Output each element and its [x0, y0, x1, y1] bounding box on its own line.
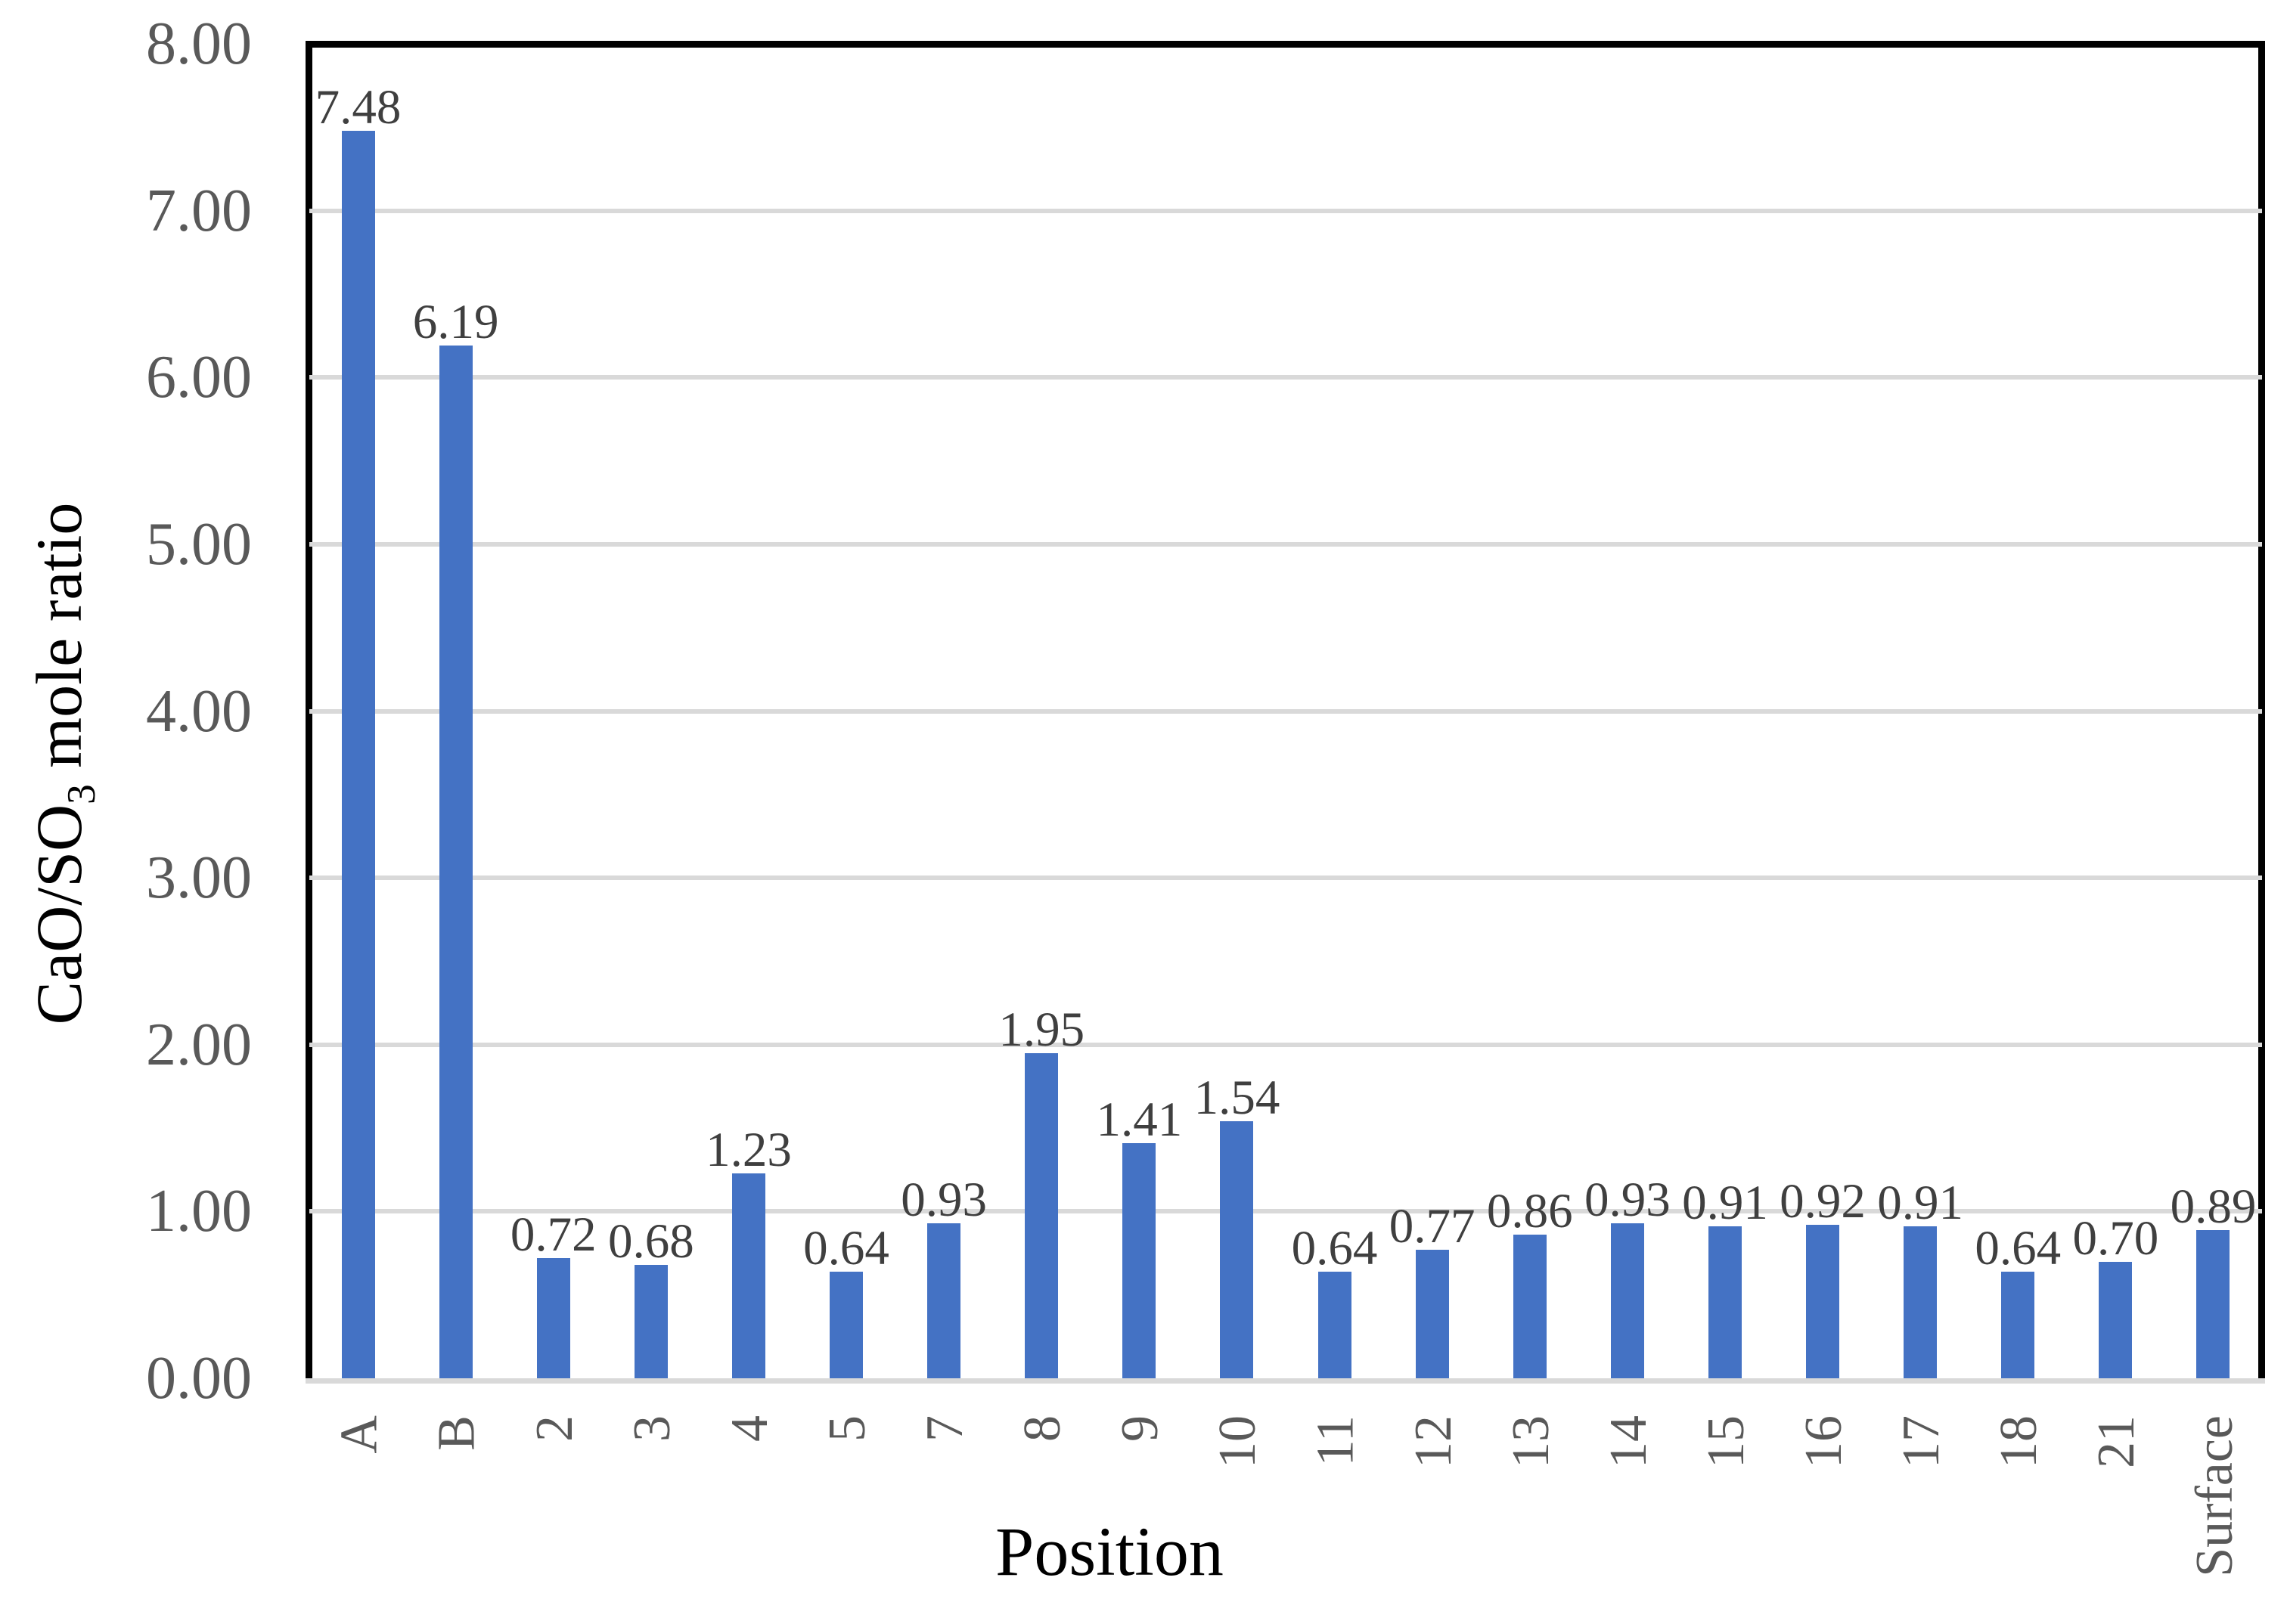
y-axis-title: CaO/SO3 mole ratio	[23, 502, 104, 1025]
gridline	[309, 708, 2262, 714]
bar-5	[830, 1271, 864, 1378]
x-tick-label-text: 11	[1306, 1415, 1365, 1467]
y-tick-label: 1.00	[146, 1178, 252, 1245]
gridline	[309, 876, 2262, 881]
x-tick-label-text: 2	[525, 1415, 584, 1442]
x-tick-label-text: 9	[1111, 1415, 1170, 1442]
data-label-2: 0.72	[510, 1207, 597, 1263]
y-axis-title-subscript: 3	[58, 784, 104, 804]
x-tick-label-text: A	[330, 1415, 389, 1454]
x-axis-line	[306, 1378, 2265, 1384]
data-label-5: 0.64	[803, 1220, 889, 1275]
x-tick-label-text: 16	[1795, 1415, 1854, 1468]
data-label-21: 0.70	[2072, 1210, 2159, 1266]
bar-18	[2001, 1271, 2035, 1378]
y-axis-title-base: CaO/SO	[23, 804, 95, 1025]
bar-15	[1708, 1226, 1742, 1378]
y-tick-label: 3.00	[146, 845, 252, 912]
data-label-8: 1.95	[998, 1002, 1085, 1057]
data-label-17: 0.91	[1877, 1176, 1964, 1231]
data-label-12: 0.77	[1389, 1199, 1476, 1254]
bar-4	[731, 1173, 765, 1378]
data-label-14: 0.93	[1584, 1172, 1671, 1227]
data-label-3: 0.68	[607, 1213, 694, 1269]
y-tick-label: 2.00	[146, 1011, 252, 1078]
y-tick-label: 5.00	[146, 510, 252, 578]
bar-12	[1415, 1250, 1449, 1378]
x-tick-label-text: 15	[1696, 1415, 1755, 1468]
data-label-9: 1.41	[1096, 1092, 1183, 1147]
x-tick-label-text: 7	[916, 1415, 975, 1442]
x-tick-label-text: B	[427, 1415, 486, 1451]
x-tick-label-text: 5	[818, 1415, 877, 1442]
x-tick-label-text: 8	[1013, 1415, 1072, 1442]
x-tick-label-text: 3	[622, 1415, 681, 1442]
x-tick-label-text: 13	[1501, 1415, 1560, 1468]
bar-14	[1610, 1223, 1644, 1378]
x-tick-label-text: 14	[1599, 1415, 1658, 1468]
data-label-11: 0.64	[1291, 1220, 1378, 1275]
bar-2	[536, 1258, 570, 1378]
bar-8	[1025, 1052, 1059, 1378]
data-label-4: 1.23	[706, 1122, 792, 1177]
data-label-15: 0.91	[1682, 1176, 1768, 1231]
x-tick-label-text: 18	[1990, 1415, 2049, 1468]
gridline	[309, 1042, 2262, 1047]
bar-3	[634, 1264, 668, 1378]
gridline	[309, 208, 2262, 213]
data-label-7: 0.93	[901, 1172, 988, 1227]
y-tick-label: 0.00	[146, 1345, 252, 1412]
gridline	[309, 1209, 2262, 1214]
data-label-Surface: 0.89	[2170, 1179, 2257, 1234]
bar-A	[341, 130, 375, 1378]
x-tick-label-text: 4	[720, 1415, 779, 1442]
bar-21	[2099, 1261, 2133, 1378]
bar-7	[927, 1223, 961, 1378]
x-tick-label-text: 17	[1892, 1415, 1951, 1468]
bar-11	[1317, 1271, 1351, 1378]
gridline	[309, 375, 2262, 380]
y-tick-label: 8.00	[146, 11, 252, 77]
data-label-10: 1.54	[1193, 1071, 1280, 1126]
x-tick-label-text: Surface	[2185, 1415, 2244, 1577]
bar-9	[1122, 1142, 1156, 1378]
bar-16	[1806, 1225, 1840, 1378]
y-axis-title-rest: mole ratio	[23, 502, 95, 785]
data-label-A: 7.48	[315, 79, 402, 135]
data-label-13: 0.86	[1486, 1184, 1573, 1239]
x-tick-label-text: 21	[2087, 1415, 2146, 1468]
data-label-18: 0.64	[1975, 1220, 2062, 1275]
y-tick-label: 6.00	[146, 344, 252, 411]
x-axis-title: Position	[995, 1513, 1224, 1590]
data-label-B: 6.19	[412, 295, 499, 350]
x-tick-label-text: 12	[1404, 1415, 1463, 1468]
gridline	[309, 541, 2262, 547]
data-label-16: 0.92	[1780, 1174, 1866, 1229]
bar-10	[1220, 1121, 1254, 1378]
bar-17	[1904, 1226, 1938, 1378]
y-tick-label: 4.00	[146, 677, 252, 745]
y-tick-label: 7.00	[146, 177, 252, 244]
bar-B	[439, 346, 473, 1378]
bar-13	[1513, 1235, 1547, 1378]
bar-Surface	[2196, 1229, 2230, 1378]
x-tick-label-text: 10	[1209, 1415, 1268, 1468]
